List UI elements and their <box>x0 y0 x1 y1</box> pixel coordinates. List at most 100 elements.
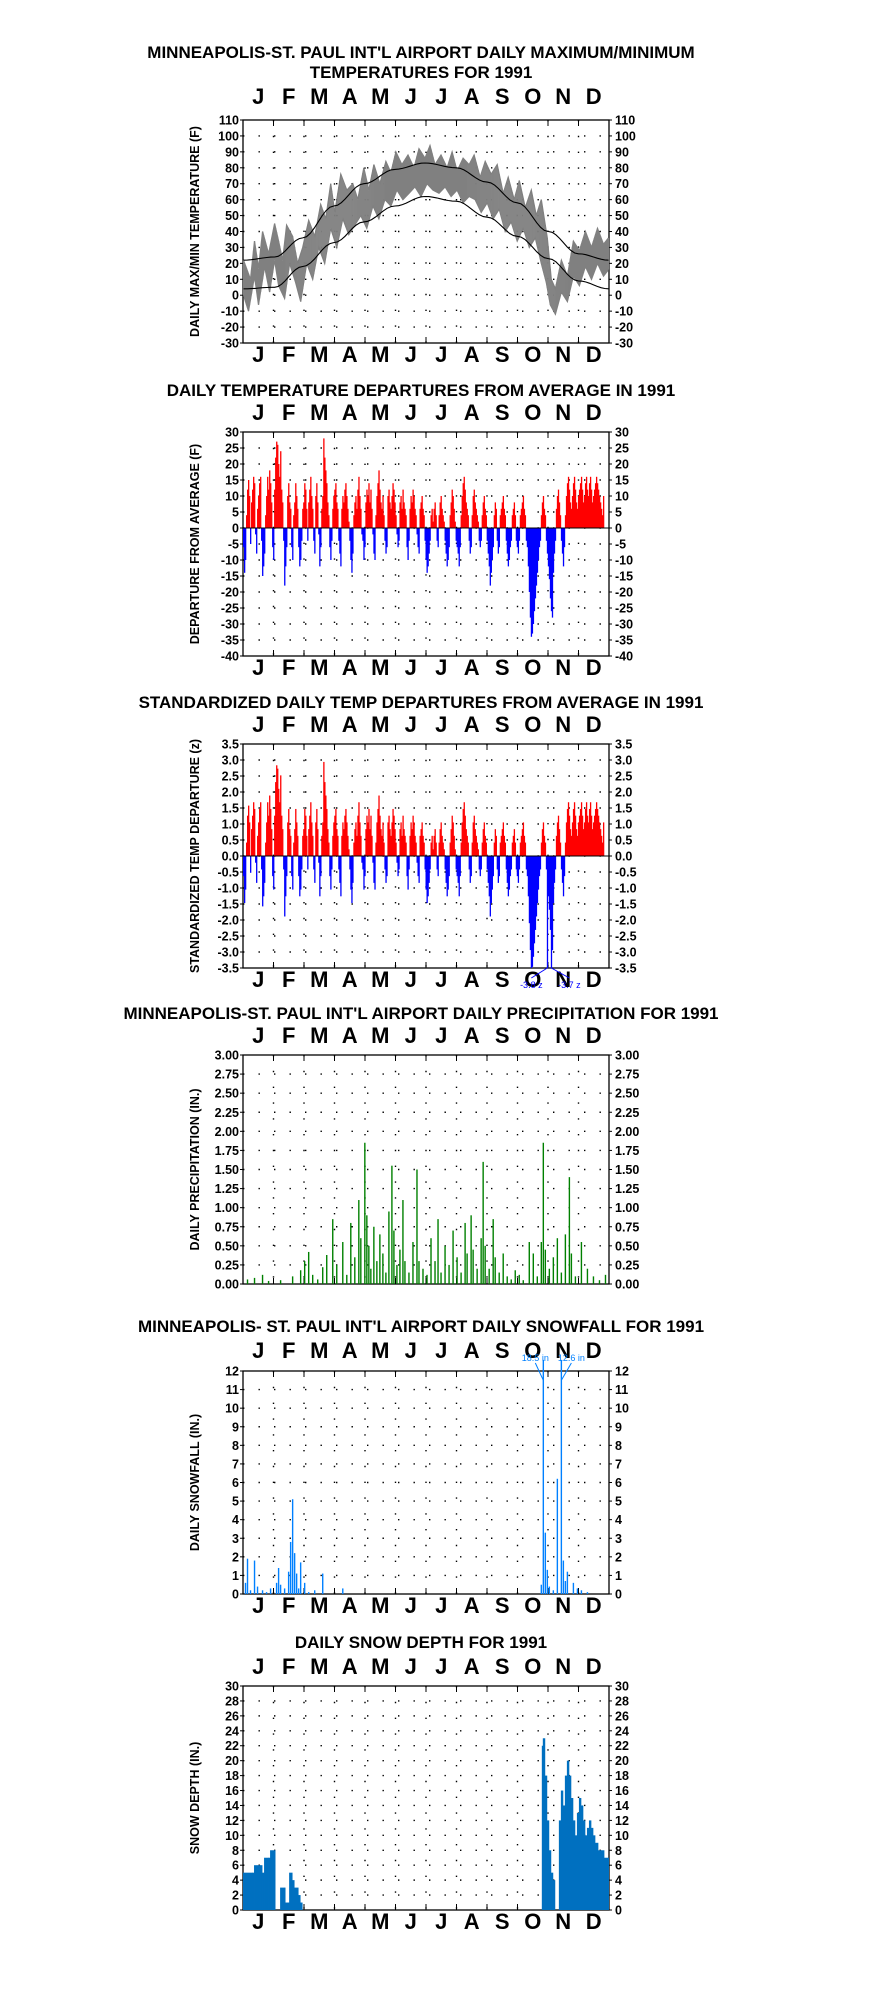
positive-departure-bar <box>570 835 573 856</box>
y-tick-label: 40 <box>225 225 239 239</box>
chart-title: DAILY TEMPERATURE DEPARTURES FROM AVERAG… <box>167 381 676 400</box>
negative-departure-bar <box>255 856 257 863</box>
positive-departure-bar <box>439 502 441 528</box>
positive-departure-bar <box>247 815 249 856</box>
y-tick-label: 10 <box>225 1402 239 1416</box>
positive-departure-bar <box>573 802 576 856</box>
positive-departure-bar <box>370 815 372 856</box>
positive-departure-bar <box>577 822 580 856</box>
month-label-bottom: D <box>586 1593 602 1618</box>
negative-departure-bar <box>285 856 287 897</box>
negative-departure-bar <box>351 528 353 573</box>
negative-departure-bar <box>427 856 429 897</box>
daily-max-line <box>242 143 609 291</box>
negative-departure-bar <box>516 528 519 548</box>
negative-departure-bar <box>517 856 520 883</box>
positive-departure-bar <box>460 515 462 528</box>
negative-departure-bar <box>545 856 548 870</box>
y-tick-label-right: 2.0 <box>615 786 632 800</box>
positive-departure-bar <box>399 502 401 528</box>
positive-departure-bar <box>483 822 485 856</box>
y-tick-label: 2.00 <box>215 1125 239 1139</box>
y-tick-label-right: -1.0 <box>615 882 637 896</box>
negative-departure-bar <box>299 856 301 897</box>
negative-departure-bar <box>426 528 428 573</box>
month-label-top: F <box>282 712 295 737</box>
snow-depth-column <box>260 1865 263 1910</box>
y-tick-label-right: 8 <box>615 1439 622 1453</box>
month-label-top: N <box>555 400 571 425</box>
positive-departure-bar <box>423 842 425 856</box>
positive-departure-bar <box>365 502 367 528</box>
y-tick-label: 1.25 <box>215 1182 239 1196</box>
negative-departure-bar <box>273 528 275 560</box>
month-label-bottom: J <box>435 1593 447 1618</box>
month-label-top: D <box>586 400 602 425</box>
positive-departure-bar <box>276 441 278 528</box>
negative-departure-bar <box>528 856 531 924</box>
month-label-bottom: J <box>405 1593 417 1618</box>
negative-departure-bar <box>530 528 533 637</box>
positive-departure-bar <box>311 496 313 528</box>
negative-departure-bar <box>506 528 509 554</box>
positive-departure-bar <box>294 829 296 856</box>
y-tick-label-right: 28 <box>615 1694 629 1708</box>
positive-departure-bar <box>395 842 397 856</box>
negative-departure-bar <box>497 856 499 883</box>
positive-departure-bar <box>382 822 384 856</box>
negative-departure-bar <box>406 528 408 548</box>
month-label-bottom: J <box>435 342 447 367</box>
negative-departure-bar <box>301 856 303 870</box>
y-tick-label: 30 <box>225 241 239 255</box>
positive-departure-bar <box>585 802 588 856</box>
negative-departure-bar <box>272 856 274 877</box>
positive-departure-bar <box>315 496 317 528</box>
y-tick-label-right: 1.5 <box>615 802 632 816</box>
positive-departure-bar <box>403 502 405 528</box>
positive-departure-bar <box>411 502 413 528</box>
positive-departure-bar <box>391 822 393 856</box>
positive-departure-bar <box>599 502 602 528</box>
y-tick-label-right: 1 <box>615 1569 622 1583</box>
positive-departure-bar <box>326 483 328 528</box>
negative-departure-bar <box>363 528 365 560</box>
positive-departure-bar <box>346 822 348 856</box>
positive-departure-bar <box>368 808 370 856</box>
y-tick-label: 1 <box>232 1569 239 1583</box>
callout-label: -3.8 z <box>520 980 543 990</box>
negative-departure-bar <box>364 528 366 548</box>
month-label-bottom: S <box>495 1593 510 1618</box>
snow-depth-column <box>289 1872 293 1910</box>
positive-departure-bar <box>302 508 304 528</box>
positive-departure-bar <box>433 508 435 528</box>
month-label-bottom: A <box>464 1593 480 1618</box>
negative-departure-bar <box>535 528 538 586</box>
month-label-top: J <box>252 1023 264 1048</box>
negative-departure-bar <box>424 856 426 870</box>
month-label-bottom: J <box>252 1593 264 1618</box>
negative-departure-bar <box>496 856 498 870</box>
month-label-bottom: J <box>405 1909 417 1934</box>
positive-departure-bar <box>593 489 596 528</box>
snow-depth-column <box>568 1775 572 1910</box>
positive-departure-bar <box>557 815 560 856</box>
positive-departure-bar <box>287 496 289 528</box>
negative-departure-bar <box>468 528 470 541</box>
positive-departure-bar <box>401 508 403 528</box>
negative-departure-bar <box>458 528 460 567</box>
positive-departure-bar <box>594 483 597 528</box>
negative-departure-bar <box>406 856 408 877</box>
negative-departure-bar <box>272 528 274 548</box>
positive-departure-bar <box>265 515 267 528</box>
positive-departure-bar <box>422 508 424 528</box>
positive-departure-bar <box>504 842 507 856</box>
positive-departure-bar <box>366 489 368 528</box>
positive-departure-bar <box>402 489 404 528</box>
month-label-bottom: D <box>586 967 602 992</box>
positive-departure-bar <box>583 822 586 856</box>
positive-departure-bar <box>310 476 312 528</box>
positive-departure-bar <box>463 476 465 528</box>
positive-departure-bar <box>583 496 586 528</box>
y-tick-label: 12 <box>225 1365 239 1379</box>
month-label-top: S <box>495 1654 510 1679</box>
